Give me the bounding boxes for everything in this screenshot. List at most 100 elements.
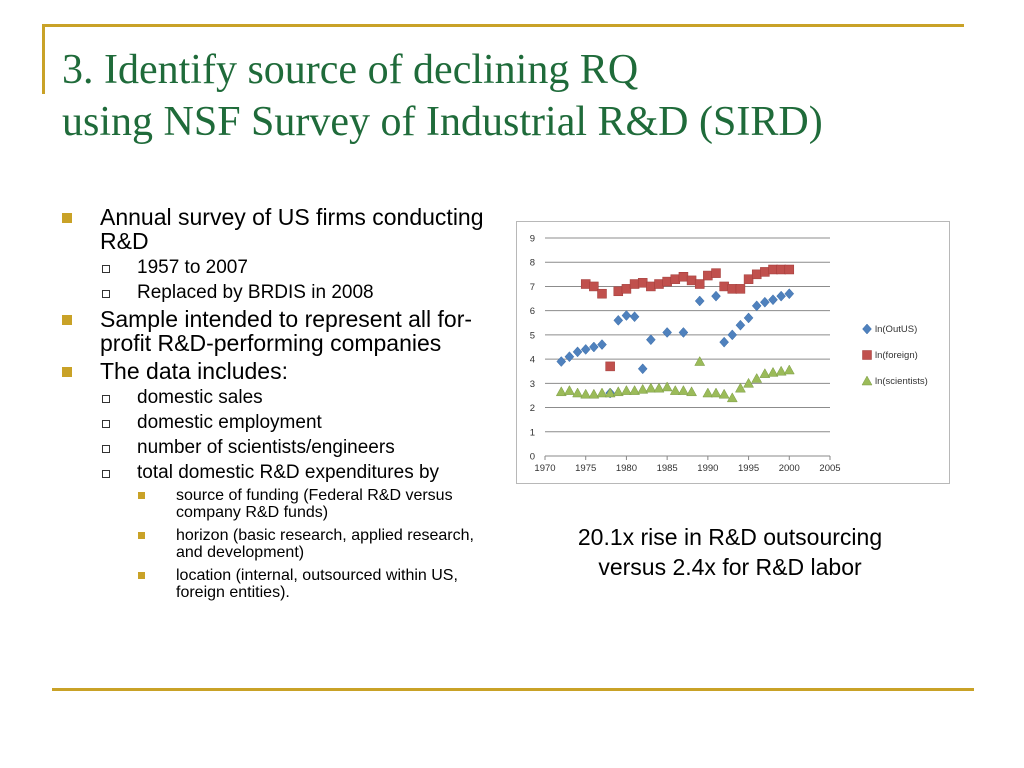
sub-bullet-years: 1957 to 2007 bbox=[60, 257, 500, 279]
data-point-triangle bbox=[751, 372, 763, 383]
data-point-square bbox=[654, 279, 664, 289]
sub-sub-bullet-text: location (internal, outsourced within US… bbox=[176, 567, 458, 601]
data-point-diamond bbox=[735, 319, 746, 331]
x-tick-label: 1995 bbox=[738, 463, 759, 474]
data-point-diamond bbox=[621, 310, 632, 321]
data-point-triangle bbox=[718, 388, 730, 399]
data-point-diamond bbox=[751, 300, 762, 312]
top-accent-vertical-line bbox=[42, 24, 45, 94]
data-point-square bbox=[670, 274, 681, 284]
data-point-diamond bbox=[768, 294, 778, 306]
data-point-diamond bbox=[646, 334, 656, 346]
sub-bullet-text: 1957 to 2007 bbox=[137, 257, 248, 278]
data-point-diamond bbox=[719, 336, 729, 348]
sub-bullet-replaced: Replaced by BRDIS in 2008 bbox=[60, 282, 500, 304]
data-point-square bbox=[711, 268, 721, 278]
data-point-triangle bbox=[588, 388, 600, 399]
sub-bullet-scientists: number of scientists/engineers bbox=[60, 437, 500, 459]
y-tick-label: 2 bbox=[530, 403, 535, 414]
data-point-triangle bbox=[735, 382, 746, 393]
data-point-square bbox=[662, 276, 672, 287]
y-tick-label: 8 bbox=[530, 258, 535, 269]
data-point-triangle bbox=[596, 387, 608, 398]
scatter-chart-frame: 0 1 2 3 4 5 6 7 8 9 1970 1975 1980 1985 1990 1995 2000 20… bbox=[516, 221, 950, 484]
data-point-square bbox=[784, 264, 795, 275]
sub-bullet-text: number of scientists/engineers bbox=[137, 437, 395, 458]
x-tick-label: 2000 bbox=[779, 463, 800, 474]
data-point-triangle bbox=[580, 388, 592, 399]
data-point-triangle bbox=[612, 386, 624, 397]
data-point-triangle bbox=[678, 385, 689, 395]
data-point-square bbox=[703, 270, 713, 281]
data-point-diamond bbox=[637, 363, 648, 375]
data-point-triangle bbox=[645, 382, 657, 393]
bullet-text: The data includes: bbox=[100, 358, 288, 384]
data-point-triangle bbox=[629, 385, 640, 395]
legend-label: ln(scientists) bbox=[875, 376, 928, 387]
data-point-square bbox=[605, 361, 615, 372]
square-bullet-icon bbox=[138, 532, 145, 539]
legend-label: ln(foreign) bbox=[875, 350, 918, 361]
sub-bullet-text: total domestic R&D expenditures by bbox=[137, 462, 440, 483]
x-tick-label: 1975 bbox=[575, 463, 596, 474]
y-tick-label: 9 bbox=[530, 234, 535, 245]
y-tick-label: 3 bbox=[530, 379, 535, 390]
data-point-triangle bbox=[669, 385, 681, 395]
y-tick-label: 4 bbox=[530, 355, 535, 366]
legend-label: ln(OutUS) bbox=[875, 324, 917, 335]
data-point-diamond bbox=[597, 339, 607, 350]
data-point-square bbox=[776, 264, 786, 275]
data-point-triangle bbox=[637, 383, 649, 394]
x-tick-label: 1980 bbox=[616, 463, 637, 474]
data-point-square bbox=[646, 281, 656, 292]
caption-line-1: 20.1x rise in R&D outsourcing bbox=[577, 524, 883, 550]
hollow-square-bullet-icon bbox=[102, 470, 110, 478]
y-tick-label: 7 bbox=[530, 282, 535, 293]
data-point-diamond bbox=[711, 290, 721, 302]
data-point-diamond bbox=[694, 295, 705, 307]
sub-bullet-domestic-employment: domestic employment bbox=[60, 412, 500, 434]
data-point-triangle bbox=[653, 382, 665, 393]
hollow-square-bullet-icon bbox=[102, 395, 110, 403]
data-point-diamond bbox=[589, 341, 599, 353]
data-point-square bbox=[743, 274, 754, 284]
sub-sub-bullet-funding: source of funding (Federal R&D versus co… bbox=[60, 487, 500, 521]
bullet-list: Annual survey of US firms conducting R&D… bbox=[60, 203, 500, 607]
slide-title: 3. Identify source of declining RQ using… bbox=[62, 44, 1002, 148]
legend-marker-diamond bbox=[862, 323, 872, 335]
sub-sub-bullet-text: source of funding (Federal R&D versus co… bbox=[176, 487, 453, 521]
data-point-triangle bbox=[555, 386, 567, 397]
bullet-text: Sample intended to represent all for-pro… bbox=[100, 306, 473, 356]
sub-bullet-domestic-sales: domestic sales bbox=[60, 387, 500, 409]
legend-marker-square bbox=[862, 350, 872, 360]
data-point-triangle bbox=[572, 387, 583, 398]
square-bullet-icon bbox=[62, 367, 72, 377]
x-tick-label: 1985 bbox=[657, 463, 678, 474]
data-point-square bbox=[678, 272, 689, 282]
data-point-triangle bbox=[702, 387, 714, 398]
data-point-square bbox=[751, 269, 762, 280]
data-point-square bbox=[735, 284, 746, 294]
data-point-triangle bbox=[661, 381, 673, 392]
data-point-diamond bbox=[727, 329, 738, 341]
bullet-sample-intended: Sample intended to represent all for-pro… bbox=[60, 307, 500, 355]
sub-bullet-text: Replaced by BRDIS in 2008 bbox=[137, 282, 374, 303]
data-point-square bbox=[768, 264, 778, 275]
chart-caption: 20.1x rise in R&D outsourcing versus 2.4… bbox=[530, 522, 930, 582]
data-point-square bbox=[621, 284, 632, 294]
data-point-diamond bbox=[743, 312, 754, 324]
data-point-diamond bbox=[760, 296, 770, 308]
sub-bullet-text: domestic employment bbox=[137, 412, 322, 433]
x-tick-label: 1970 bbox=[534, 463, 555, 474]
data-point-triangle bbox=[710, 387, 722, 398]
y-tick-label: 6 bbox=[530, 306, 535, 317]
data-point-triangle bbox=[621, 385, 632, 395]
data-point-diamond bbox=[662, 327, 672, 338]
data-point-triangle bbox=[767, 366, 779, 377]
sub-sub-bullet-horizon: horizon (basic research, applied researc… bbox=[60, 527, 500, 561]
data-point-square bbox=[694, 279, 705, 289]
data-point-diamond bbox=[629, 311, 640, 323]
data-point-triangle bbox=[564, 385, 575, 395]
bottom-accent-line bbox=[52, 688, 974, 691]
sub-bullet-text: domestic sales bbox=[137, 387, 263, 408]
